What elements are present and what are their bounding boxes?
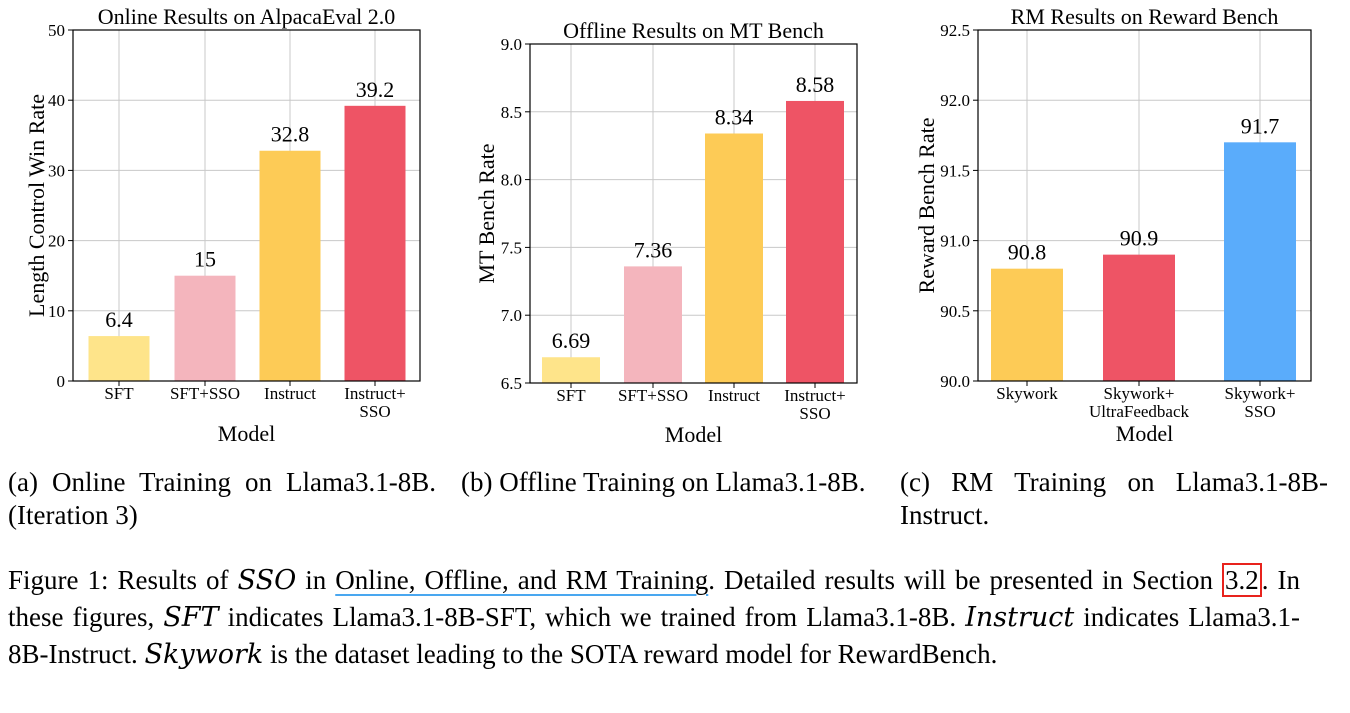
chart-2-value-label: 8.58	[796, 72, 835, 97]
chart-1-xlabel: Model	[218, 421, 275, 446]
chart-2-xtick-label: SFT+SSO	[618, 386, 688, 405]
caption-sft-term: SFT	[163, 602, 219, 633]
chart-2-bar	[542, 357, 600, 383]
chart-2-xtick-label: Instruct	[708, 386, 760, 405]
caption-sso-term: SSO	[237, 565, 297, 596]
caption-instruct-term: Instruct	[965, 602, 1075, 633]
chart-3-bar	[1224, 142, 1296, 381]
chart-2-xtick-label: SSO	[799, 404, 830, 423]
caption-text-4: . In these figures,	[8, 565, 1301, 632]
chart-2-bar	[705, 133, 763, 383]
chart-1-title: Online Results on AlpacaEval 2.0	[98, 4, 396, 29]
chart-1-xtick-label: SFT	[104, 384, 134, 403]
chart-3-ytick-label: 92.5	[940, 21, 970, 40]
caption-text-2: in	[296, 565, 336, 595]
chart-2-xtick-label: SFT	[556, 386, 586, 405]
chart-1-bar	[259, 150, 321, 381]
chart-2-ytick-label: 7.0	[501, 306, 522, 325]
chart-3-ytick-label: 90.5	[940, 302, 970, 321]
chart-1-xtick-label: Instruct	[264, 384, 316, 403]
chart-3-value-label: 90.8	[1008, 240, 1047, 265]
chart-3-bar	[991, 268, 1063, 381]
chart-1-bar	[174, 275, 236, 381]
chart-3-xlabel: Model	[1116, 421, 1173, 446]
subcaption-b: (b) Offline Training on Llama3.1-8B.	[461, 467, 866, 497]
chart-3-ylabel: Reward Bench Rate	[914, 118, 939, 294]
chart-1-bar	[88, 336, 150, 381]
chart-2-ytick-label: 6.5	[501, 374, 522, 393]
chart-1-ylabel: Length Control Win Rate	[24, 94, 49, 317]
chart-3-ytick-label: 91.0	[940, 232, 970, 251]
chart-3-xtick-label: Skywork	[996, 384, 1058, 403]
caption-training-link[interactable]: Online, Offline, and RM Training	[335, 565, 709, 595]
chart-1-ytick-label: 10	[48, 302, 65, 321]
chart-2-value-label: 7.36	[634, 237, 673, 262]
caption-skywork-term: Skywork	[144, 639, 264, 670]
chart-2-bar	[624, 266, 682, 383]
chart-2-bar	[786, 100, 844, 384]
chart-2-ytick-label: 8.5	[501, 103, 522, 122]
chart-1-bar	[344, 105, 406, 381]
chart-2-xlabel: Model	[665, 422, 722, 447]
chart-2-xtick-label: Instruct+	[784, 386, 846, 405]
chart-2-ytick-label: 9.0	[501, 35, 522, 54]
chart-3-value-label: 90.9	[1120, 226, 1159, 251]
section-ref-link[interactable]: 3.2	[1222, 563, 1262, 597]
chart-1-frame	[72, 29, 421, 382]
chart-1-xtick-label: SSO	[359, 402, 390, 421]
chart-1-ytick-label: 0	[57, 372, 66, 391]
caption-text-3: . Detailed results will be presented in …	[708, 565, 1222, 595]
caption-text-1: Figure 1: Results of	[8, 565, 238, 595]
chart-3-xtick-label: UltraFeedback	[1089, 402, 1190, 421]
chart-1-value-label: 15	[194, 247, 216, 272]
subcaption-a: (a) Online Training on Llama3.1-8B. (Ite…	[8, 467, 436, 530]
chart-1-value-label: 32.8	[271, 122, 310, 147]
chart-1-ytick-label: 50	[48, 21, 65, 40]
caption-text-5: indicates Llama3.1-8B-SFT, which we trai…	[218, 602, 966, 632]
figure-caption: Figure 1: Results of SSO in Online, Offl…	[8, 562, 1300, 673]
chart-2-ytick-label: 7.5	[501, 238, 522, 257]
chart-2-frame	[529, 43, 858, 384]
chart-2-ylabel: MT Bench Rate	[474, 143, 499, 283]
caption-text-6: indicates Llama3.1-8B-Instruct.	[8, 602, 1301, 669]
caption-text-7: is the dataset leading to the SOTA rewar…	[263, 639, 998, 669]
chart-1-ytick-label: 30	[48, 161, 65, 180]
chart-3-xtick-label: Skywork+	[1104, 384, 1175, 403]
chart-3-ytick-label: 90.0	[940, 372, 970, 391]
chart-3-value-label: 91.7	[1241, 113, 1280, 138]
chart-1-value-label: 6.4	[105, 307, 133, 332]
chart-1-xtick-label: SFT+SSO	[170, 384, 240, 403]
chart-1-value-label: 39.2	[356, 77, 395, 102]
chart-3-xtick-label: SSO	[1244, 402, 1275, 421]
chart-2-title: Offline Results on MT Bench	[563, 18, 824, 43]
chart-3-ytick-label: 91.5	[940, 161, 970, 180]
chart-1-xtick-label: Instruct+	[344, 384, 406, 403]
chart-3-ytick-label: 92.0	[940, 91, 970, 110]
chart-3-bar	[1103, 254, 1175, 381]
chart-2-value-label: 8.34	[715, 104, 754, 129]
chart-1-ytick-label: 40	[48, 91, 65, 110]
chart-3-frame	[977, 29, 1312, 382]
chart-3-title: RM Results on Reward Bench	[1011, 4, 1279, 29]
chart-2-value-label: 6.69	[552, 328, 591, 353]
chart-3-xtick-label: Skywork+	[1225, 384, 1296, 403]
subcaption-c: (c) RM Training on Llama3.1-8B-Instruct.	[900, 467, 1328, 530]
chart-2-ytick-label: 8.0	[501, 171, 522, 190]
chart-1-ytick-label: 20	[48, 232, 65, 251]
bar-charts-figure: 0 10 20 30 40 50 6.4 SFT 15 SFT+SSO 32.8 Instruct 39…	[24, 4, 1312, 447]
